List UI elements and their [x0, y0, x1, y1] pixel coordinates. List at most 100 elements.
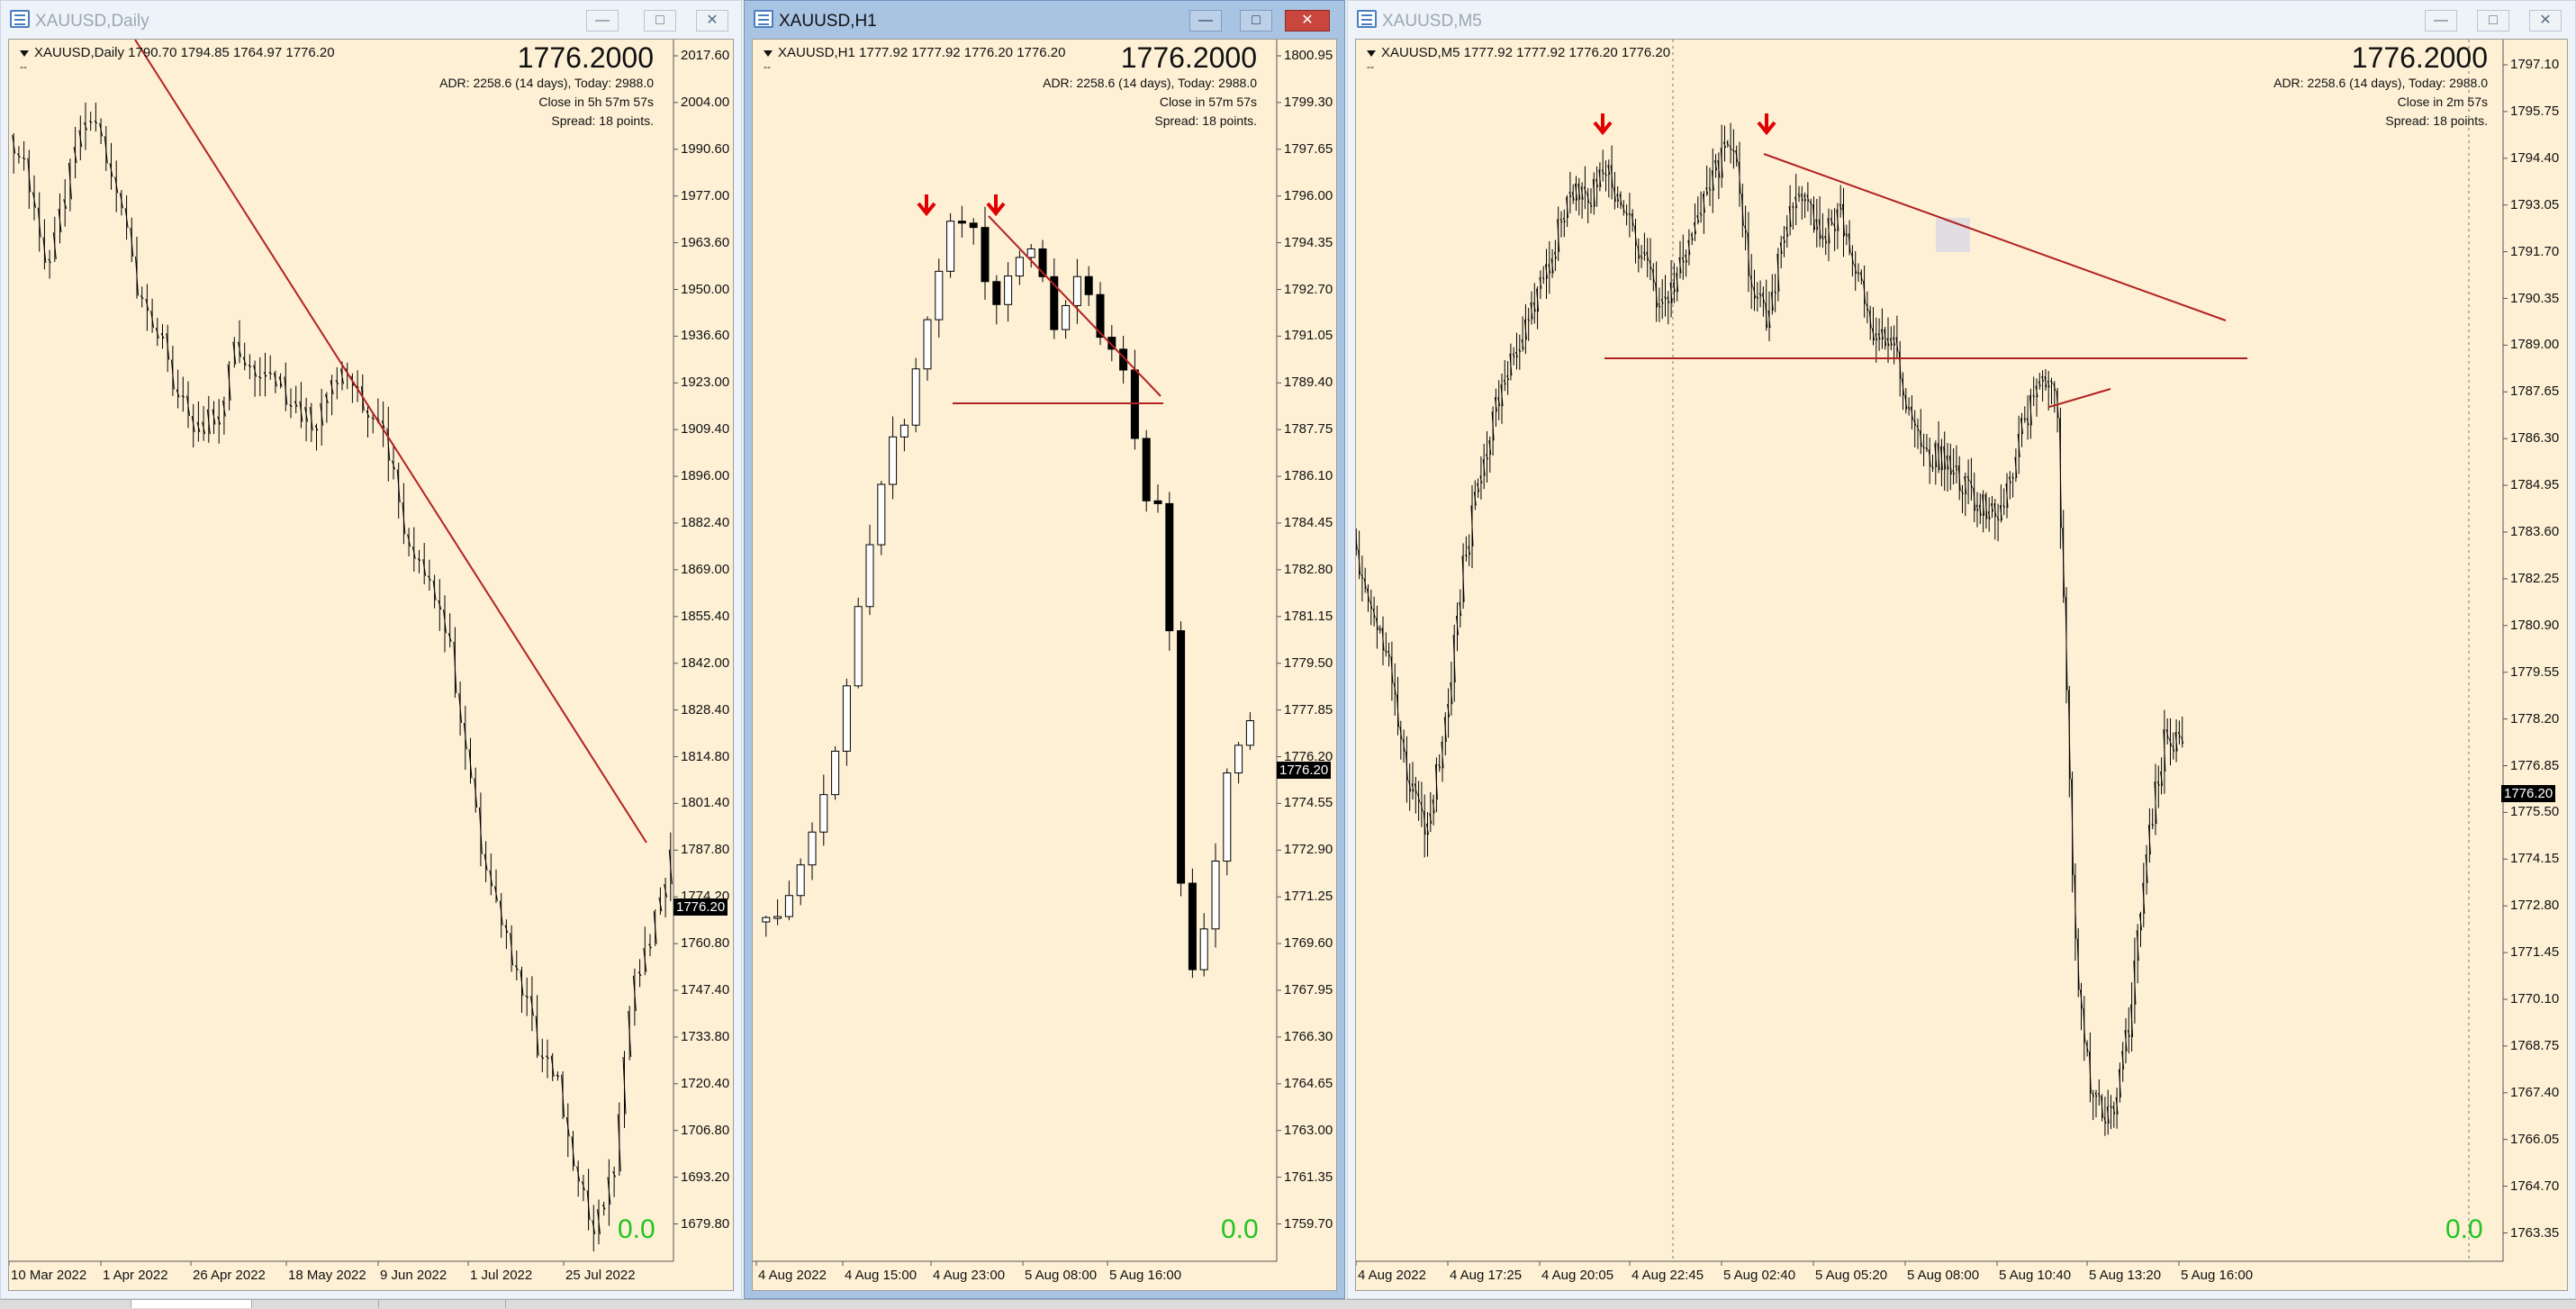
- minimize-button[interactable]: —: [2425, 10, 2457, 32]
- candle: [48, 249, 52, 279]
- candle: [556, 1071, 560, 1081]
- candle: [1872, 307, 1875, 346]
- price-tick-label: 1791.70: [2510, 243, 2560, 259]
- maximize-button[interactable]: □: [2477, 10, 2509, 32]
- tab-4[interactable]: [379, 1300, 506, 1308]
- maximize-button[interactable]: □: [644, 10, 676, 32]
- price-chart[interactable]: [1356, 40, 2568, 1291]
- candle-body: [1223, 772, 1232, 862]
- candle: [1004, 262, 1013, 322]
- candle-body: [1637, 245, 1641, 259]
- candle-body: [2103, 1117, 2107, 1124]
- candle: [529, 976, 534, 1032]
- candle: [1486, 430, 1488, 483]
- candle: [831, 746, 840, 800]
- tab-1[interactable]: [0, 1300, 131, 1308]
- candle: [992, 275, 1001, 325]
- candle-body: [2026, 418, 2029, 426]
- candle-body: [1735, 150, 1739, 162]
- sub-info: --: [764, 60, 771, 73]
- candle: [320, 388, 324, 446]
- candle-body: [1973, 488, 1976, 511]
- candle-body: [1571, 192, 1575, 201]
- candle-body: [2017, 433, 2020, 457]
- price-tick-label: 1790.35: [2510, 290, 2560, 306]
- tab-bar: [0, 1299, 2576, 1309]
- candle: [1672, 263, 1676, 303]
- chart-window-daily[interactable]: XAUUSD,Daily — □ ✕ XAUUSD,Daily 1790.70 …: [0, 0, 742, 1299]
- candle: [309, 402, 313, 443]
- candle-body: [1889, 338, 1893, 346]
- candle-body: [877, 483, 886, 546]
- candle: [2023, 406, 2027, 423]
- time-tick-label: 26 Apr 2022: [193, 1268, 266, 1283]
- price-tick-label: 1693.20: [681, 1169, 730, 1185]
- candle: [32, 175, 36, 221]
- candle: [238, 320, 241, 364]
- candle: [1482, 443, 1486, 490]
- dropdown-triangle-icon[interactable]: [1367, 50, 1376, 57]
- candle: [576, 1160, 581, 1197]
- sub-info: --: [1367, 60, 1374, 73]
- candle: [1803, 192, 1807, 219]
- price-tick-label: 1760.80: [681, 935, 730, 952]
- candle: [1889, 326, 1893, 350]
- candle: [1765, 279, 1768, 331]
- chart-area[interactable]: XAUUSD,H1 1777.92 1777.92 1776.20 1776.2…: [752, 39, 1337, 1291]
- minimize-button[interactable]: —: [1189, 10, 1222, 32]
- candle-body: [294, 401, 298, 407]
- maximize-button[interactable]: □: [1240, 10, 1272, 32]
- chart-area[interactable]: XAUUSD,Daily 1790.70 1794.85 1764.97 177…: [8, 39, 734, 1291]
- candle-body: [1738, 161, 1741, 194]
- dropdown-triangle-icon[interactable]: [20, 50, 29, 57]
- candle-body: [1723, 141, 1726, 149]
- dropdown-triangle-icon[interactable]: [764, 50, 773, 57]
- candle: [1420, 781, 1424, 827]
- candle-body: [1800, 194, 1803, 202]
- candle-body: [628, 1010, 632, 1058]
- candle: [12, 133, 16, 174]
- tab-3[interactable]: [252, 1300, 379, 1308]
- candle: [484, 841, 488, 882]
- price-tick-label: 1814.80: [681, 748, 730, 764]
- candle-body: [1702, 194, 1705, 213]
- candle: [653, 909, 657, 946]
- candle: [981, 206, 990, 300]
- price-tick-label: 1923.00: [681, 375, 730, 391]
- chart-window-h1[interactable]: XAUUSD,H1 — □ ✕ XAUUSD,H1 1777.92 1777.9…: [744, 0, 1345, 1299]
- minimize-button[interactable]: —: [586, 10, 619, 32]
- candle-body: [1815, 219, 1819, 230]
- price-chart[interactable]: [9, 40, 734, 1291]
- close-button[interactable]: ✕: [696, 10, 728, 32]
- chart-window-m5[interactable]: XAUUSD,M5 — □ ✕ XAUUSD,M5 1777.92 1777.9…: [1347, 0, 2576, 1299]
- window-titlebar[interactable]: XAUUSD,H1 — □ ✕: [745, 1, 1344, 39]
- price-tick-label: 1842.00: [681, 654, 730, 671]
- close-button[interactable]: ✕: [2529, 10, 2562, 32]
- candle: [16, 146, 21, 164]
- candle-body: [2047, 380, 2050, 388]
- chart-area[interactable]: XAUUSD,M5 1777.92 1777.92 1776.20 1776.2…: [1355, 39, 2568, 1291]
- close-button[interactable]: ✕: [1285, 10, 1330, 32]
- price-chart[interactable]: [753, 40, 1337, 1291]
- candle-body: [63, 199, 68, 210]
- price-tick-label: 1869.00: [681, 561, 730, 577]
- candle-body: [819, 794, 828, 833]
- candle: [1726, 140, 1730, 148]
- candle-body: [1375, 618, 1378, 631]
- candle: [474, 767, 478, 813]
- window-titlebar[interactable]: XAUUSD,Daily — □ ✕: [1, 1, 741, 39]
- candle-body: [1494, 397, 1497, 412]
- tab-2[interactable]: [131, 1300, 252, 1308]
- candle-body: [232, 341, 237, 365]
- candle-body: [73, 147, 77, 163]
- window-title: XAUUSD,H1: [779, 12, 877, 31]
- candle-body: [227, 364, 231, 401]
- candle-body: [1761, 293, 1765, 303]
- candle-body: [238, 341, 241, 357]
- candle-body: [253, 365, 258, 377]
- candle-body: [664, 884, 668, 898]
- candle-body: [221, 400, 226, 417]
- candle: [628, 1006, 632, 1061]
- candle: [2142, 862, 2146, 928]
- window-titlebar[interactable]: XAUUSD,M5 — □ ✕: [1348, 1, 2575, 39]
